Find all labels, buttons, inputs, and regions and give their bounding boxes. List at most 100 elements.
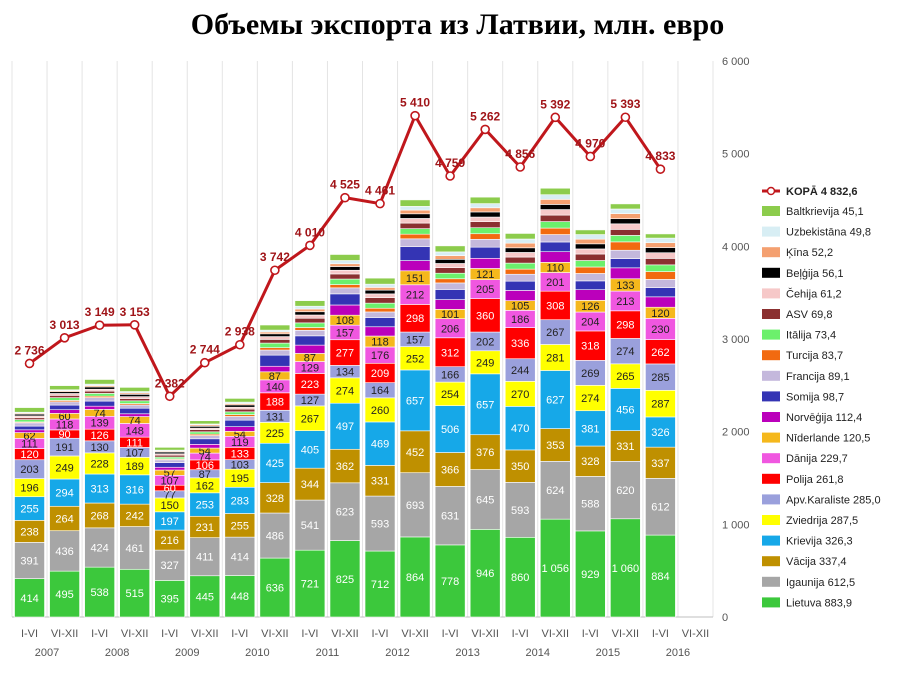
bar-segment: [49, 397, 80, 401]
bar-data-label: 270: [511, 389, 529, 401]
bar-segment: [119, 394, 150, 397]
bar-segment: [189, 431, 221, 435]
bar-segment: [504, 482, 536, 538]
x-period-label: VI-XII: [51, 628, 79, 640]
x-period-label: I-VI: [161, 628, 178, 640]
bar-data-label: 269: [581, 368, 599, 380]
bar-segment: [575, 289, 606, 301]
bar-data-label: 636: [266, 583, 284, 595]
bar-segment: [14, 425, 45, 431]
bar-segment: [610, 338, 641, 365]
bar-data-label: 593: [371, 519, 389, 531]
bar-data-label: 405: [301, 444, 319, 456]
total-data-label: 5 262: [470, 109, 500, 123]
bar-data-label: 1 060: [612, 563, 640, 575]
bar-segment: [259, 365, 291, 373]
bar-data-label: 456: [616, 405, 634, 417]
total-point: [305, 240, 315, 251]
bar-data-label: 87: [199, 469, 211, 481]
bar-data-label: 326: [651, 427, 669, 439]
bar-segment: [49, 409, 80, 414]
bar-data-label: 486: [266, 531, 284, 543]
total-data-label: 5 392: [540, 97, 570, 111]
bar-data-label: 157: [406, 334, 424, 346]
bar-segment: [399, 209, 431, 215]
bar-segment: [539, 187, 571, 196]
legend-label: Lietuva 883,9: [786, 597, 852, 609]
bar-data-label: 111: [21, 438, 38, 450]
total-point: [340, 192, 350, 203]
bar-data-label: 255: [20, 504, 38, 516]
bar-data-label: 60: [58, 411, 70, 423]
bar-data-label: 133: [231, 448, 249, 460]
legend-swatch: [762, 247, 780, 258]
bar-segment: [504, 256, 536, 264]
bar-data-label: 362: [336, 461, 354, 473]
bar-segment: [504, 406, 536, 451]
bar-segment: [399, 222, 431, 229]
bar-segment: [504, 381, 536, 407]
bar-data-label: 249: [55, 462, 73, 474]
bar-segment: [610, 213, 641, 220]
legend-label: Baltkrievija 45,1: [786, 206, 864, 218]
bar-segment: [434, 405, 466, 453]
legend-label: Beļģija 56,1: [786, 267, 844, 280]
bar-segment: [434, 299, 466, 310]
bar-segment: [434, 272, 466, 280]
bar-data-label: 277: [336, 348, 354, 360]
bar-data-label: 188: [266, 397, 284, 409]
bar-data-label: 108: [336, 315, 354, 327]
bar-segment: [434, 255, 466, 260]
bar-data-label: 470: [511, 423, 529, 435]
bar-data-label: 425: [266, 458, 284, 470]
bar-segment: [14, 542, 45, 579]
bar-data-label: 376: [476, 447, 494, 459]
bar-data-label: 267: [301, 413, 319, 425]
bar-segment: [259, 336, 291, 340]
legend-swatch: [762, 288, 780, 299]
bar-data-label: 1 056: [542, 563, 570, 575]
bar-data-label: 331: [371, 476, 389, 488]
bar-data-label: 74: [199, 452, 211, 464]
bar-segment: [610, 218, 641, 225]
bar-data-label: 103: [231, 459, 249, 471]
bar-segment: [504, 233, 536, 240]
bar-segment: [294, 344, 326, 354]
bar-segment: [610, 461, 641, 520]
bar-data-label: 90: [58, 429, 70, 441]
total-data-label: 3 153: [120, 305, 150, 319]
bar-data-label: 249: [476, 357, 494, 369]
bar-segment: [84, 400, 115, 407]
bar-segment: [119, 404, 150, 409]
bar-segment: [119, 400, 150, 404]
bar-data-label: 274: [336, 386, 354, 398]
x-period-label: I-VI: [91, 628, 108, 640]
bar-segment: [119, 413, 150, 417]
bar-segment: [539, 344, 571, 371]
bar-segment: [539, 209, 571, 216]
bar-data-label: 353: [546, 440, 564, 452]
total-point: [94, 320, 105, 330]
bar-data-label: 411: [196, 552, 214, 564]
bar-data-label: 884: [651, 571, 669, 583]
bar-segment: [364, 293, 396, 298]
bar-segment: [189, 438, 221, 445]
bar-segment: [610, 208, 641, 214]
bar-data-label: 74: [129, 415, 141, 427]
bar-segment: [575, 273, 606, 282]
bar-segment: [399, 206, 431, 211]
legend-swatch: [762, 350, 780, 361]
bar-segment: [294, 317, 326, 324]
bar-segment: [84, 566, 115, 618]
bar-segment: [329, 287, 361, 295]
bar-segment: [259, 512, 291, 559]
bar-data-label: 469: [371, 439, 389, 451]
bar-segment: [645, 446, 676, 479]
bar-segment: [259, 557, 291, 618]
legend-swatch: [762, 535, 780, 546]
bar-segment: [539, 370, 571, 429]
bar-segment: [399, 213, 431, 219]
bar-segment: [84, 386, 115, 390]
total-point: [270, 265, 280, 276]
bar-data-label: 262: [651, 347, 669, 359]
